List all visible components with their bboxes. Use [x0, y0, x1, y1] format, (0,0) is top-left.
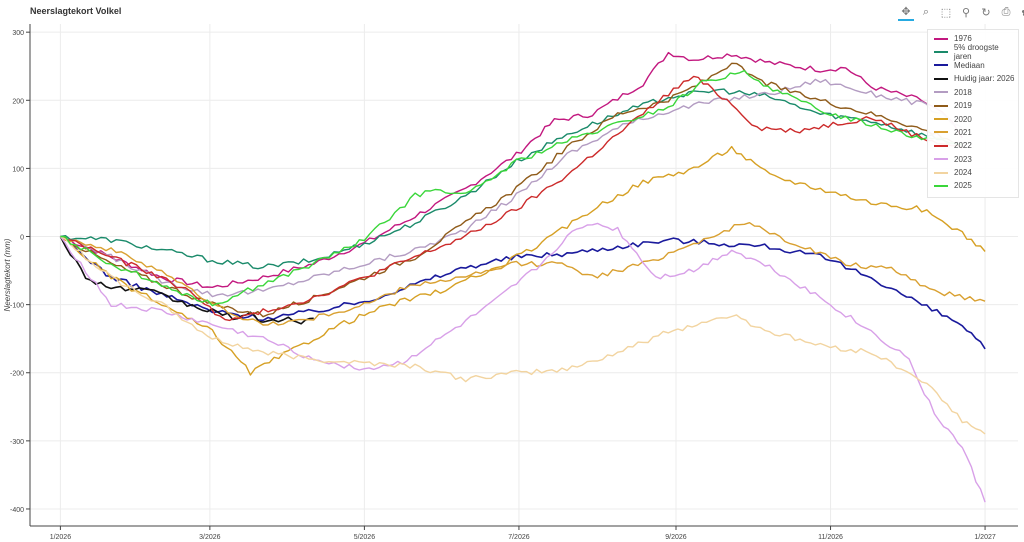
wheel-zoom-icon[interactable]: ⚲ [961, 6, 971, 19]
legend-label: 2018 [954, 87, 972, 97]
legend-swatch [934, 104, 948, 107]
legend-item[interactable]: Mediaan [928, 59, 1018, 72]
legend-item[interactable]: 2020 [928, 112, 1018, 125]
y-tick-label: -200 [10, 371, 24, 378]
legend-swatch [934, 118, 948, 121]
legend-item[interactable]: 2022 [928, 139, 1018, 152]
y-tick-label: 300 [12, 30, 24, 37]
legend-label: 2019 [954, 101, 972, 111]
legend-label: 1976 [954, 34, 972, 44]
legend-item[interactable]: 2024 [928, 166, 1018, 179]
series-line-2023 [59, 222, 986, 503]
x-tick-label: 7/2026 [508, 534, 530, 541]
legend-swatch [934, 158, 948, 161]
legend-item[interactable]: Huidig jaar: 2026 [928, 72, 1018, 85]
series-line-2025 [60, 69, 963, 307]
series-line-2018 [60, 78, 963, 298]
select-icon[interactable]: ⬚ [940, 6, 952, 19]
legend-swatch [934, 131, 948, 134]
save-icon[interactable]: ⎙ [1001, 5, 1011, 18]
x-tick-label: 1/2027 [974, 534, 996, 541]
series-line-huidig-jaar-2026 [59, 236, 314, 325]
legend-label: 2022 [954, 141, 972, 151]
legend-item[interactable]: 2021 [928, 126, 1018, 139]
legend-item[interactable]: 5% droogste jaren [928, 43, 1018, 62]
legend-item[interactable]: 1976 [928, 32, 1018, 45]
legend-label: 2020 [954, 114, 972, 124]
legend-swatch [934, 51, 948, 54]
x-tick-label: 9/2026 [665, 534, 687, 541]
series-line-2024 [60, 235, 986, 435]
legend-swatch [934, 37, 948, 40]
series-line-1976 [60, 51, 963, 288]
legend-swatch [934, 77, 948, 80]
legend-item[interactable]: 2019 [928, 99, 1018, 112]
series-line-2022 [60, 75, 963, 322]
series-line-2019 [60, 62, 963, 318]
legend-label: Mediaan [954, 60, 985, 70]
series-line-mediaan [60, 235, 986, 350]
y-tick-label: 200 [12, 98, 24, 105]
legend-label: 2024 [954, 168, 972, 178]
chart-legend: 1976 5% droogste jaren Mediaan Huidig jaar:… [927, 29, 1019, 198]
reset-icon[interactable]: ↻ [981, 6, 991, 19]
bokeh-logo-icon[interactable]: ✿ [1018, 4, 1024, 20]
x-tick-label: 1/2026 [50, 534, 72, 541]
series-line-5-droogste-jaren [60, 88, 963, 270]
x-tick-label: 3/2026 [199, 534, 221, 541]
y-tick-label: 100 [12, 166, 24, 173]
legend-label: 2021 [954, 127, 972, 137]
legend-swatch [934, 144, 948, 147]
y-axis-label: Neerslagtekort (mm) [3, 238, 12, 311]
x-tick-label: 5/2026 [354, 534, 376, 541]
legend-swatch [934, 91, 948, 94]
legend-item[interactable]: 2025 [928, 179, 1018, 192]
chart-title: Neerslagtekort Volkel [30, 6, 122, 16]
legend-item[interactable]: 2023 [928, 153, 1018, 166]
x-tick-label: 11/2026 [818, 534, 843, 541]
y-tick-label: -400 [10, 507, 24, 514]
y-tick-label: -100 [10, 303, 24, 310]
legend-swatch [934, 184, 948, 187]
series-line-2020 [60, 145, 986, 376]
y-tick-label: 0 [20, 235, 24, 242]
legend-item[interactable]: 2018 [928, 86, 1018, 99]
legend-label: 5% droogste jaren [953, 43, 999, 62]
legend-label: 2023 [954, 154, 972, 164]
legend-label: 2025 [954, 181, 972, 191]
legend-swatch [934, 64, 948, 67]
box-zoom-icon[interactable]: ⌕ [922, 5, 930, 18]
pan-icon[interactable]: ✥ [898, 3, 914, 21]
legend-label: Huidig jaar: 2026 [954, 74, 1015, 84]
legend-swatch [934, 171, 948, 174]
y-tick-label: -300 [10, 439, 24, 446]
chart-toolbar: ✥ ⌕ ⬚ ⚲ ↻ ⎙ ✿ [898, 3, 1024, 21]
